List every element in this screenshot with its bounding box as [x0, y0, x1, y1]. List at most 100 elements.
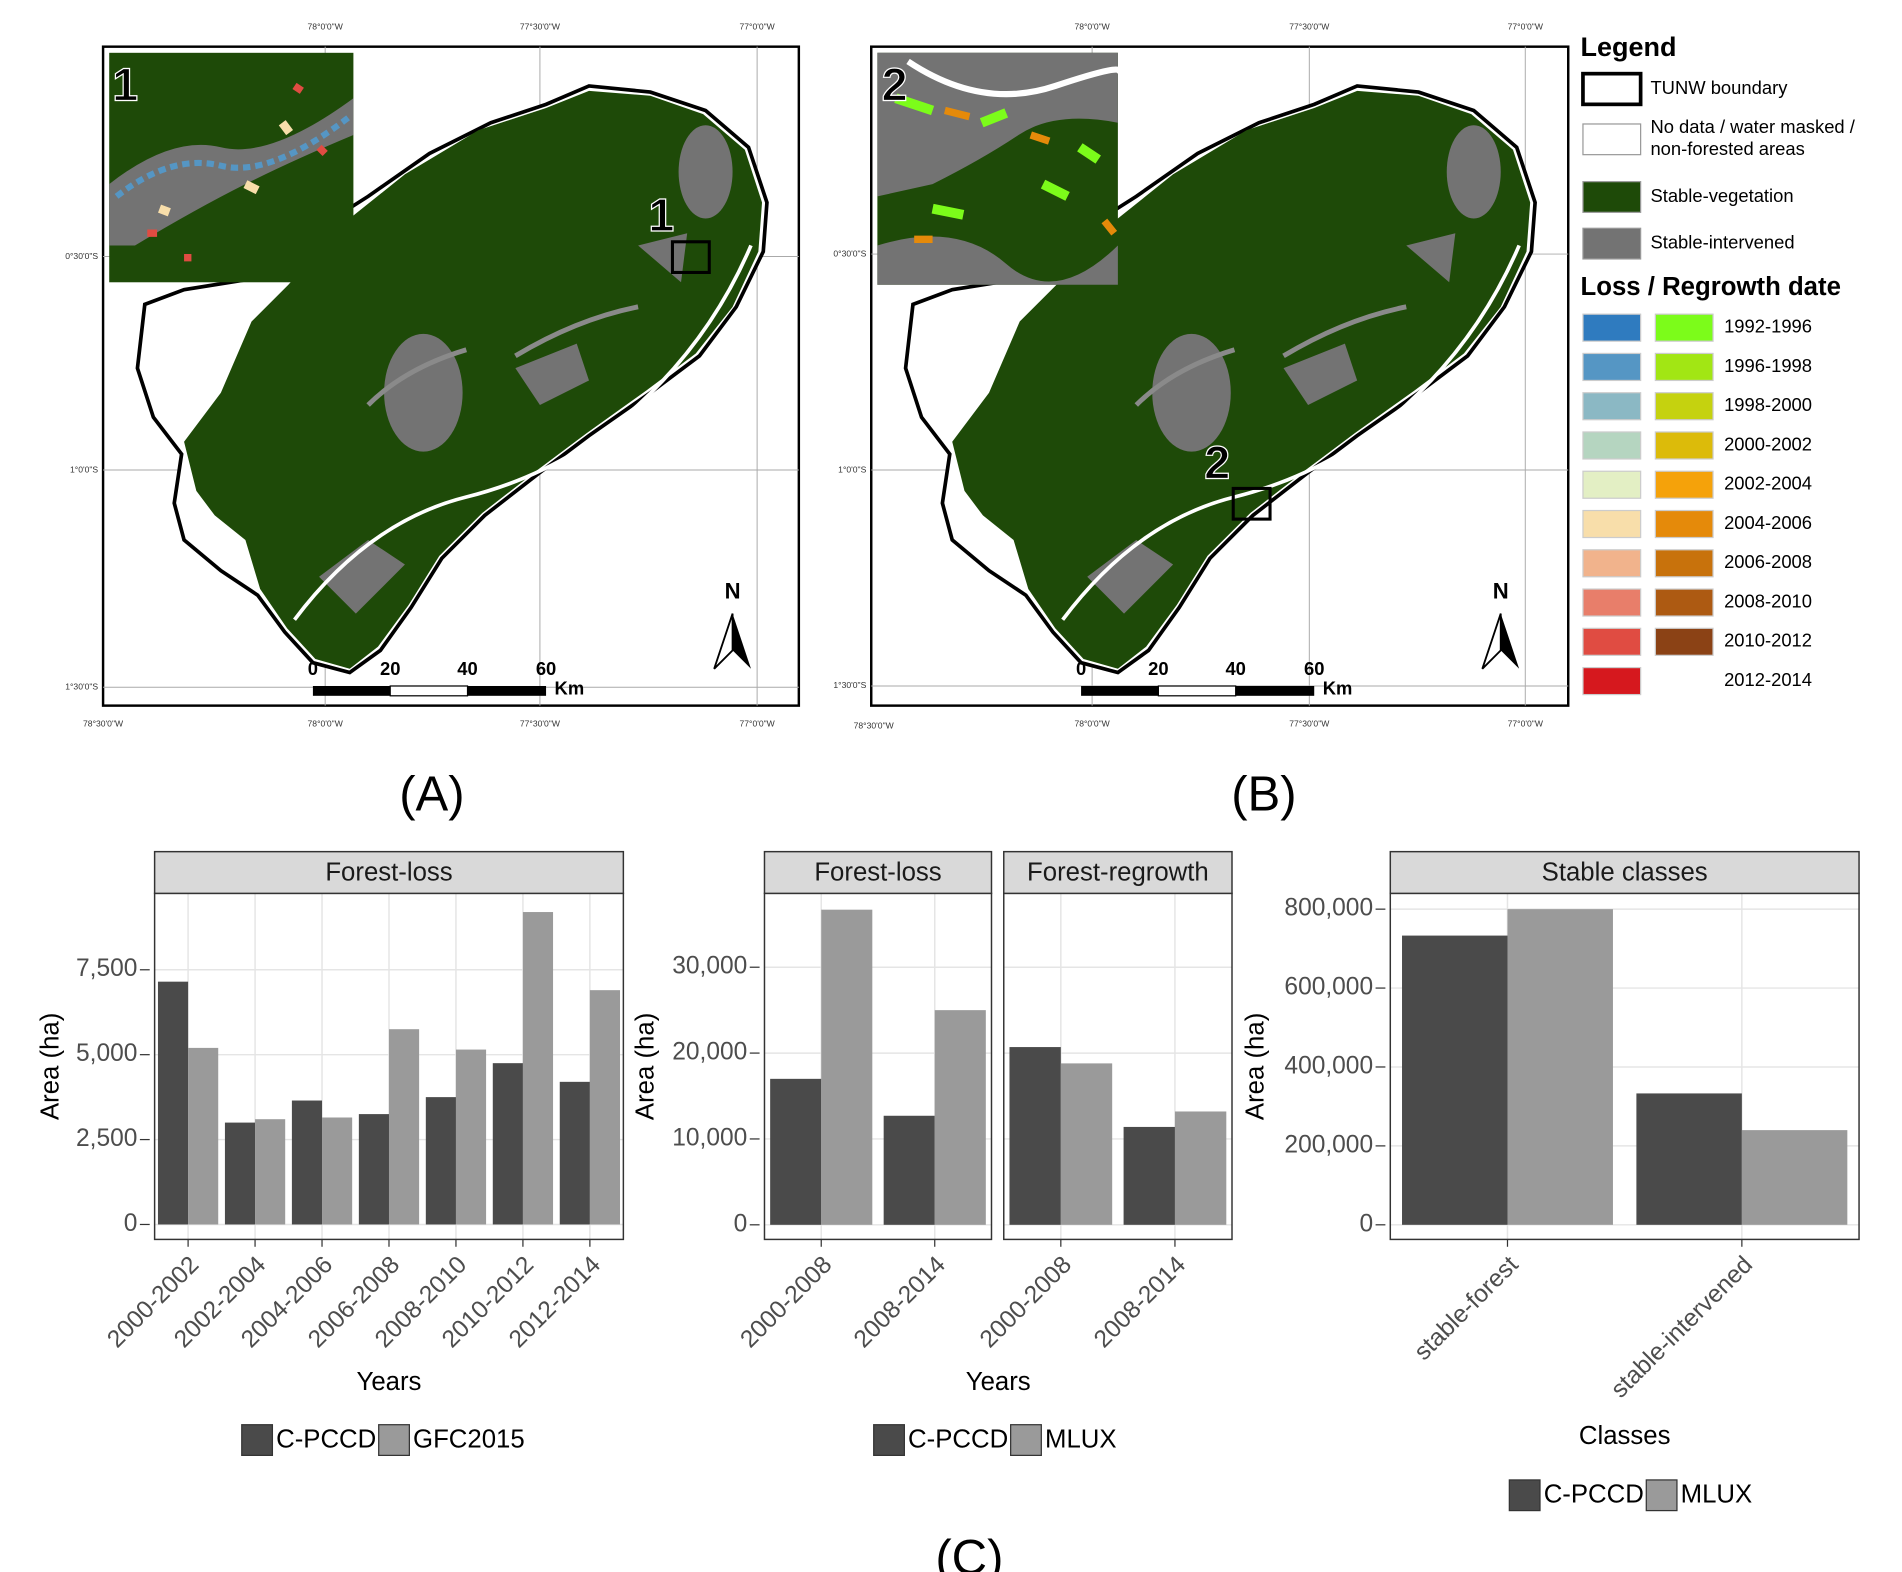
- panel-title: Forest-loss: [814, 859, 941, 887]
- scale-label: 20: [380, 658, 400, 679]
- legend-label: 1998-2000: [1724, 394, 1812, 415]
- bar: [560, 1082, 590, 1225]
- legend-swatch: [379, 1425, 410, 1456]
- bar: [590, 990, 620, 1224]
- lon-label: 77°0'0"W: [1508, 718, 1544, 728]
- bar: [255, 1119, 285, 1224]
- lon-label: 77°0'0"W: [1508, 21, 1544, 31]
- legend-label: C-PCCD: [276, 1425, 376, 1453]
- bar: [493, 1063, 523, 1224]
- legend-label: 2004-2006: [1724, 512, 1812, 533]
- legend-label: GFC2015: [413, 1425, 525, 1453]
- legend-label: 2000-2002: [1724, 433, 1812, 454]
- scale-label: 60: [1304, 658, 1324, 679]
- legend-label: non-forested areas: [1650, 138, 1804, 159]
- legend-title: Loss / Regrowth date: [1581, 273, 1841, 301]
- loss-swatch: [1583, 511, 1641, 538]
- panel-title: Stable classes: [1542, 859, 1708, 887]
- lon-label: 78°0'0"W: [1074, 718, 1110, 728]
- loss-swatch: [1583, 550, 1641, 577]
- y-axis-title: Area (ha): [1241, 1013, 1269, 1120]
- legend-label: 2002-2004: [1724, 473, 1812, 494]
- caption: (C): [935, 1531, 1003, 1572]
- lat-label: 1°0'0"S: [838, 464, 866, 474]
- y-tick-label: 2,500: [76, 1125, 137, 1152]
- lat-label: 1°30'0"S: [65, 681, 98, 691]
- scale-label: 60: [536, 658, 556, 679]
- bar: [523, 912, 553, 1224]
- bar: [1009, 1047, 1060, 1225]
- y-tick-label: 5,000: [76, 1040, 137, 1067]
- scale-unit: Km: [555, 678, 585, 699]
- legend-label: C-PCCD: [908, 1425, 1008, 1453]
- y-axis-title: Area (ha): [631, 1013, 659, 1120]
- x-tick-label: stable-forest: [1409, 1251, 1524, 1366]
- bar: [389, 1029, 419, 1224]
- legend-label: 2006-2008: [1724, 551, 1812, 572]
- lon-label: 78°30'0"W: [854, 721, 895, 731]
- y-tick-label: 7,500: [76, 955, 137, 982]
- bar: [1636, 1093, 1741, 1224]
- regrowth-swatch: [1655, 589, 1713, 616]
- map-caption: (A): [399, 768, 464, 822]
- regrowth-swatch: [1655, 511, 1713, 538]
- legend-swatch: [1583, 228, 1641, 259]
- y-axis-title: Area (ha): [36, 1013, 64, 1120]
- loss-swatch: [1583, 589, 1641, 616]
- legend-swatch: [1011, 1425, 1042, 1456]
- legend-label: 1992-1996: [1724, 316, 1812, 337]
- regrowth-swatch: [1655, 314, 1713, 341]
- map-caption: (B): [1231, 768, 1296, 822]
- loss-swatch: [1583, 471, 1641, 498]
- scale-label: 20: [1148, 658, 1168, 679]
- panel-title: Forest-loss: [325, 859, 452, 887]
- x-tick-label: 2008-2014: [1089, 1251, 1191, 1353]
- box-label: 2: [1204, 437, 1230, 489]
- x-axis-title: Years: [966, 1368, 1031, 1396]
- lon-label: 78°0'0"W: [308, 718, 344, 728]
- lon-label: 77°0'0"W: [739, 21, 775, 31]
- legend-swatch: [874, 1425, 905, 1456]
- lat-label: 0°30'0"S: [833, 248, 866, 258]
- regrowth-swatch: [1655, 353, 1713, 380]
- y-tick-label: 600,000: [1284, 974, 1373, 1001]
- legend-label: MLUX: [1681, 1481, 1753, 1509]
- legend-label: Stable-intervened: [1650, 231, 1794, 252]
- regrowth-swatch: [1655, 628, 1713, 655]
- inset: [109, 53, 353, 282]
- legend-swatch: [1646, 1480, 1677, 1511]
- bar: [770, 1079, 821, 1225]
- bar: [359, 1114, 389, 1224]
- bar: [188, 1048, 218, 1225]
- y-tick-label: 200,000: [1284, 1131, 1373, 1158]
- bar: [935, 1010, 986, 1225]
- inset-label: 2: [882, 59, 908, 111]
- lon-label: 77°30'0"W: [520, 718, 561, 728]
- y-tick-label: 10,000: [672, 1124, 747, 1151]
- bar: [456, 1050, 486, 1225]
- lon-label: 77°30'0"W: [520, 21, 561, 31]
- loss-swatch: [1583, 628, 1641, 655]
- legend-swatch: [1509, 1480, 1540, 1511]
- y-tick-label: 400,000: [1284, 1052, 1373, 1079]
- bar: [1402, 936, 1507, 1225]
- scale-label: 0: [308, 658, 318, 679]
- x-axis-title: Classes: [1579, 1422, 1671, 1450]
- legend-label: 2008-2010: [1724, 590, 1812, 611]
- legend-label: 2010-2012: [1724, 630, 1812, 651]
- page: (C) 78°0'0"W 77°30'0"W 77°0'0"W 0°30'0"S 1°0…: [0, 0, 1902, 1572]
- lon-label: 78°0'0"W: [1074, 21, 1110, 31]
- scale-bar: [1081, 686, 1314, 696]
- loss-swatch: [1583, 353, 1641, 380]
- legend-swatch: [1583, 182, 1641, 213]
- regrowth-swatch: [1655, 393, 1713, 420]
- legend-label: TUNW boundary: [1650, 77, 1788, 98]
- bar: [1742, 1130, 1847, 1225]
- lon-label: 77°0'0"W: [739, 718, 775, 728]
- legend-label: 2012-2014: [1724, 669, 1812, 690]
- legend-title: Legend: [1581, 32, 1677, 62]
- bar: [1507, 909, 1612, 1225]
- regrowth-swatch: [1655, 471, 1713, 498]
- north-label: N: [1493, 579, 1509, 604]
- bar: [884, 1116, 935, 1225]
